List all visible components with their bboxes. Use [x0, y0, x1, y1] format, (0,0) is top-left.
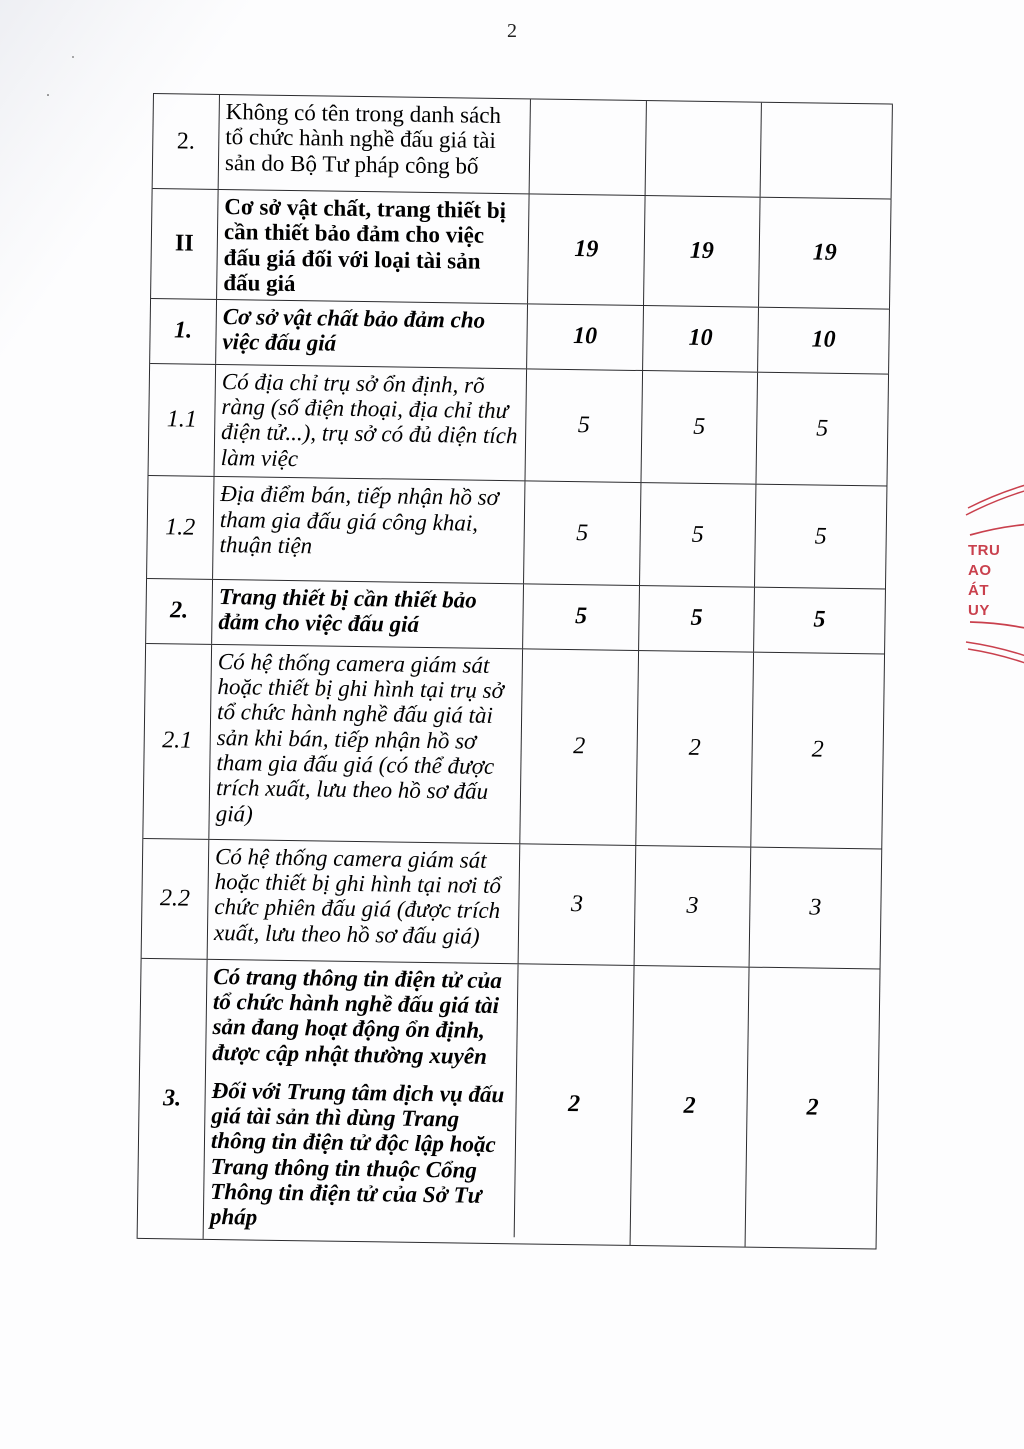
svg-text:ÁT: ÁT [968, 582, 989, 599]
svg-text:AO: AO [968, 562, 992, 579]
svg-text:TRU: TRU [968, 542, 1000, 559]
svg-text:UY: UY [968, 602, 990, 619]
